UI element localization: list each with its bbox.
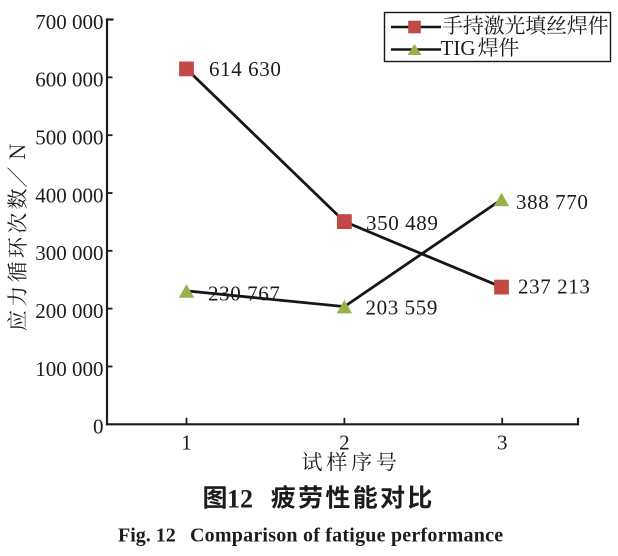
svg-text:600 000: 600 000 — [35, 68, 103, 92]
svg-text:Fig. 12: Fig. 12 — [118, 525, 176, 547]
svg-text:700 000: 700 000 — [35, 10, 103, 34]
svg-text:203 559: 203 559 — [366, 296, 438, 320]
svg-text:614 630: 614 630 — [209, 57, 281, 81]
svg-text:350 489: 350 489 — [366, 211, 438, 235]
svg-text:230 767: 230 767 — [208, 282, 280, 306]
svg-text:237 213: 237 213 — [518, 275, 590, 299]
svg-text:300 000: 300 000 — [35, 241, 103, 265]
svg-text:3: 3 — [497, 430, 508, 454]
svg-text:12: 12 — [227, 485, 253, 514]
svg-text:200 000: 200 000 — [35, 299, 103, 323]
svg-text:TIG: TIG — [441, 36, 476, 60]
svg-text:1: 1 — [181, 430, 192, 454]
svg-text:400 000: 400 000 — [35, 183, 103, 207]
svg-text:Comparison of fatigue performa: Comparison of fatigue performance — [190, 525, 503, 547]
svg-text:0: 0 — [93, 415, 104, 439]
svg-text:100 000: 100 000 — [35, 357, 103, 381]
svg-text:2: 2 — [339, 430, 350, 454]
svg-text:388 770: 388 770 — [516, 190, 588, 214]
svg-text:500 000: 500 000 — [35, 125, 103, 149]
